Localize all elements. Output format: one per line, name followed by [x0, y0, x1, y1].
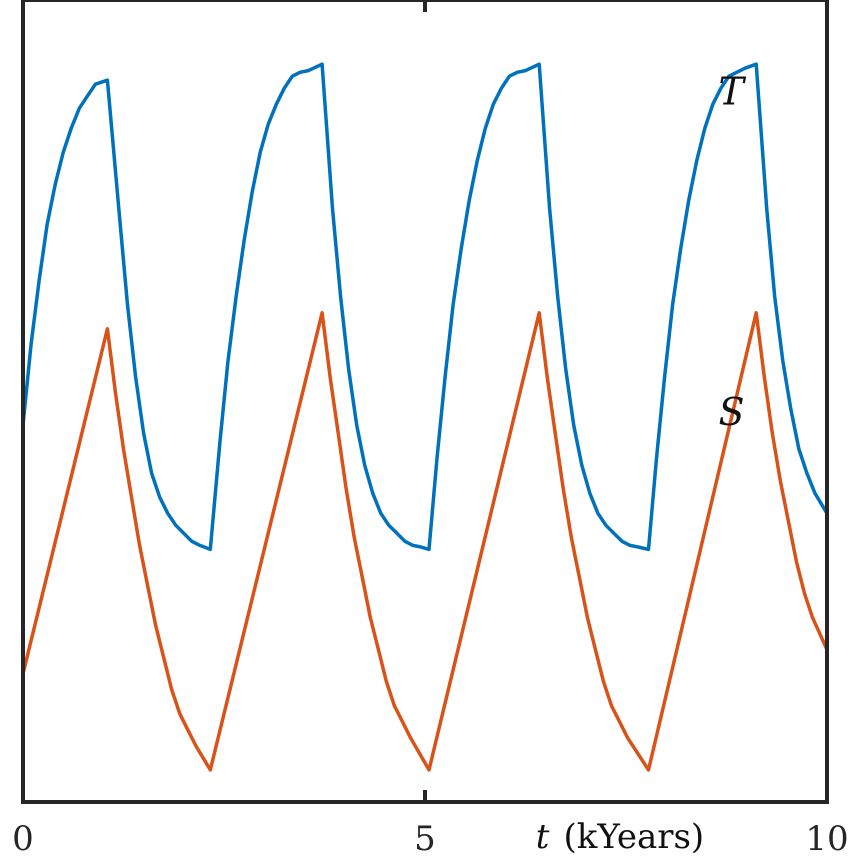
x-axis-variable: t: [536, 817, 550, 857]
x-ticks: [21, 0, 829, 802]
x-axis-label: t (kYears): [536, 817, 704, 857]
series-line-S: [21, 311, 829, 772]
series-labels: TS: [718, 69, 746, 434]
x-tick-label-2: 10: [805, 819, 848, 859]
plot-area: [21, 62, 829, 772]
series-label-T: T: [718, 69, 746, 113]
x-tick-label-0: 0: [12, 819, 34, 859]
series-line-T: [21, 62, 829, 552]
x-tick-label-1: 5: [414, 819, 436, 859]
x-tick-labels: 0 5 10: [12, 819, 848, 859]
x-axis-unit: (kYears): [563, 817, 704, 857]
series-label-S: S: [718, 390, 744, 434]
